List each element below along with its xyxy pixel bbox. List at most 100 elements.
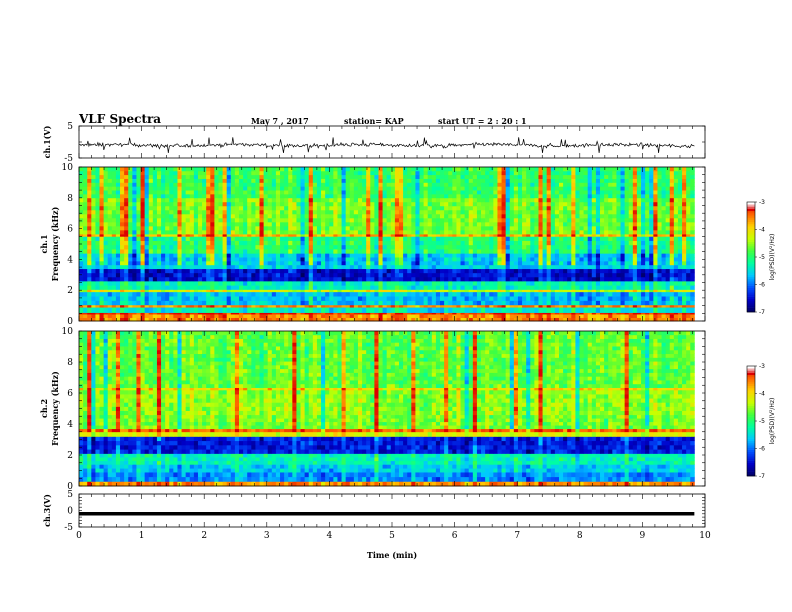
ch1-spectrogram-cell: [271, 221, 277, 227]
ch1-spectrogram-cell: [345, 253, 351, 258]
ch1-spectrogram-cell: [628, 314, 634, 318]
ch1-spectrogram-cell: [271, 213, 277, 219]
ch1-spectrogram-cell: [181, 280, 187, 286]
ch1-spectrogram-cell: [362, 296, 367, 301]
ch1-spectrogram-cell: [103, 317, 109, 322]
ch1-spectrogram-cell: [427, 272, 433, 278]
ch1-spectrogram-cell: [230, 197, 236, 203]
ch1-spectrogram-cell: [571, 268, 576, 274]
ch1-spectrogram-cell: [628, 260, 634, 266]
ch1-spectrogram-cell: [682, 233, 687, 237]
ch1-spectrogram-cell: [247, 225, 252, 231]
ch1-spectrogram-cell: [608, 268, 613, 274]
ch1-spectrogram-cell: [181, 201, 187, 207]
ch1-spectrogram-cell: [522, 205, 527, 211]
ch1-spectrogram-cell: [538, 221, 543, 227]
ch1-spectrogram-cell: [120, 244, 125, 250]
ch1-spectrogram-cell: [382, 249, 388, 254]
ch1-spectrogram-cell: [103, 253, 109, 258]
ch1-spectrogram-cell: [362, 193, 367, 199]
ch1-spectrogram-cell: [431, 236, 437, 241]
ch1-spectrogram-cell: [333, 300, 338, 306]
ch1-spectrogram-cell: [185, 260, 191, 266]
ch1-spectrogram-cell: [316, 201, 322, 207]
ch1-spectrogram-cell: [247, 289, 252, 293]
ch1-spectrogram-cell: [251, 285, 256, 290]
ch1-spectrogram-cell: [99, 257, 105, 262]
ch1-spectrogram-cell: [185, 213, 191, 219]
ch1-spectrogram-cell: [513, 285, 519, 290]
ch1-spectrogram-cell: [193, 201, 199, 207]
ch1-spectrogram-cell: [481, 236, 486, 241]
ch1-spectrogram-cell: [107, 268, 113, 274]
ch1-spectrogram-cell: [407, 276, 412, 282]
ch1-spectrogram-cell: [349, 314, 355, 318]
ch1-spectrogram-cell: [530, 307, 535, 313]
ch1-spectrogram-cell: [612, 217, 617, 223]
ch1-spectrogram-cell: [124, 280, 129, 286]
ch1-spectrogram-cell: [292, 276, 297, 282]
ch1-spectrogram-cell: [263, 229, 269, 235]
ch1-spectrogram-cell: [456, 280, 461, 286]
ch1-spectrogram-cell: [641, 221, 646, 227]
ch1-spectrogram-cell: [632, 272, 638, 278]
ch1-spectrogram-cell: [185, 201, 191, 207]
ch1-spectrogram-cell: [604, 257, 609, 262]
ch1-spectrogram-cell: [403, 197, 408, 203]
ch1-spectrogram-cell: [485, 249, 490, 254]
ch1-spectrogram-cell: [107, 285, 113, 290]
ch1-spectrogram-cell: [403, 209, 408, 215]
ch1-spectrogram-cell: [111, 260, 117, 266]
ch1-spectrogram-cell: [620, 280, 626, 286]
ch1-spectrogram-cell: [641, 300, 646, 306]
ch1-spectrogram-cell: [280, 264, 285, 270]
ch1-spectrogram-cell: [563, 260, 568, 266]
ch1-spectrogram-cell: [665, 213, 671, 219]
ch1-spectrogram-cell: [677, 304, 683, 308]
ch1-spectrogram-cell: [571, 221, 576, 227]
ch1-spectrogram-cell: [604, 197, 609, 203]
ch1-spectrogram-cell: [300, 233, 306, 237]
ch1-spectrogram-cell: [329, 197, 334, 203]
ch1-spectrogram-cell: [513, 201, 519, 207]
ch1-spectrogram-cell: [682, 291, 687, 297]
ch1-spectrogram-cell: [476, 317, 482, 322]
ch1-spectrogram-cell: [456, 314, 461, 318]
ch1-spectrogram-cell: [616, 296, 621, 301]
ch1-spectrogram-cell: [583, 300, 589, 306]
ch1-spectrogram-cell: [111, 272, 117, 278]
ch1-spectrogram-cell: [181, 312, 187, 315]
ch1-spectrogram-cell: [600, 229, 605, 235]
ch1-spectrogram-cell: [292, 314, 297, 318]
ch1-spectrogram-cell: [152, 213, 158, 219]
ch1-spectrogram-cell: [456, 312, 461, 315]
ch1-spectrogram-cell: [218, 268, 223, 274]
ch1-spectrogram-cell: [193, 312, 199, 315]
ch1-spectrogram-cell: [497, 217, 502, 223]
ch1-spectrogram-cell: [136, 296, 141, 301]
ch1-spectrogram-cell: [148, 285, 154, 290]
ch1-spectrogram-cell: [550, 221, 556, 227]
ch1-spectrogram-cell: [517, 217, 523, 223]
ch1-spectrogram-cell: [202, 285, 207, 290]
ch1-spectrogram-cell: [542, 221, 548, 227]
ch1-spectrogram-cell: [661, 240, 667, 246]
ch1-spectrogram-cell: [632, 233, 638, 237]
ch1-spectrogram-cell: [255, 317, 260, 322]
ch1-spectrogram-cell: [214, 236, 219, 241]
ch1-spectrogram-cell: [669, 229, 675, 235]
ch1-spectrogram-cell: [624, 225, 630, 231]
ch1-spectrogram-cell: [243, 276, 248, 282]
ch1-spectrogram-cell: [489, 236, 494, 241]
ch1-spectrogram-cell: [95, 229, 100, 235]
ch1-spectrogram-cell: [349, 280, 355, 286]
ch1-spectrogram-cell: [325, 300, 330, 306]
ch1-spectrogram-cell: [161, 257, 166, 262]
ch1-spectrogram-cell: [185, 236, 191, 241]
ch1-spectrogram-cell: [563, 312, 568, 315]
ch1-spectrogram-cell: [349, 304, 355, 308]
ch1-spectrogram-cell: [382, 291, 388, 297]
ch1-spectrogram-cell: [464, 285, 470, 290]
ch1-spectrogram-cell: [144, 253, 150, 258]
ch1-spectrogram-cell: [111, 314, 117, 318]
